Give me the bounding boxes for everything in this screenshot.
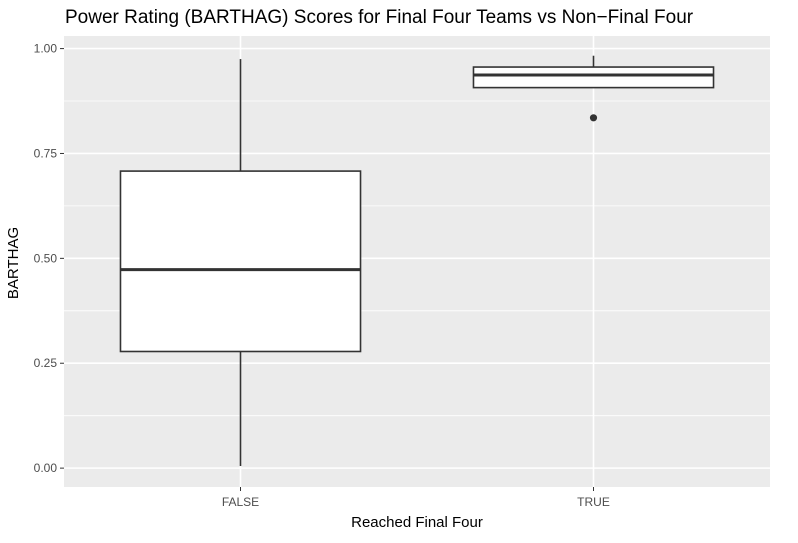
x-tick-label: FALSE	[222, 495, 259, 509]
iqr-box	[119, 170, 362, 353]
y-tick-label: 0.00	[34, 461, 58, 475]
outlier-point	[589, 114, 598, 122]
box-true	[472, 55, 715, 122]
iqr-box	[472, 66, 715, 89]
x-axis: FALSE TRUE	[222, 487, 610, 509]
x-axis-title: Reached Final Four	[351, 514, 483, 531]
chart-title: Power Rating (BARTHAG) Scores for Final …	[65, 7, 694, 28]
y-axis: 0.00 0.25 0.50 0.75 1.00	[34, 42, 64, 475]
y-tick-label: 0.25	[34, 356, 58, 370]
x-tick-label: TRUE	[577, 495, 610, 509]
y-axis-title: BARTHAG	[5, 227, 22, 299]
y-tick-label: 0.75	[34, 146, 58, 160]
y-tick-label: 0.50	[34, 251, 58, 265]
y-tick-label: 1.00	[34, 42, 58, 56]
box-false	[119, 59, 362, 467]
box-series	[119, 55, 715, 467]
